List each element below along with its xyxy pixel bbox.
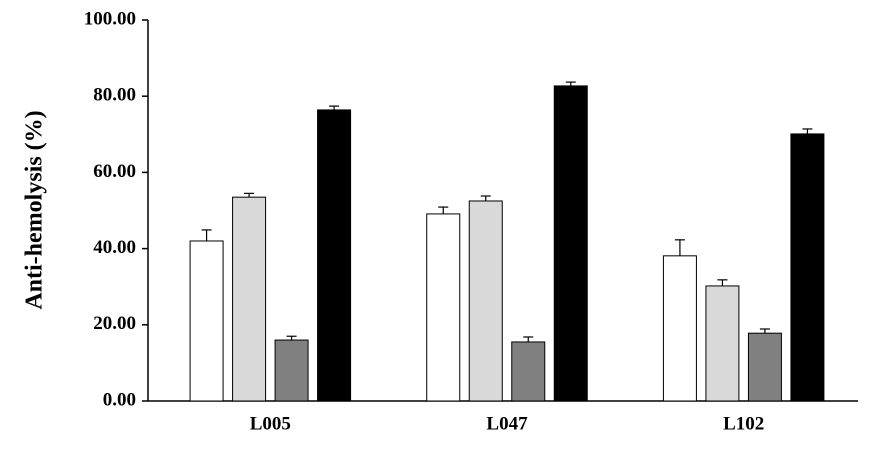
x-tick-label: L102 <box>723 413 764 434</box>
y-axis-label: Anti-hemolysis (%) <box>22 110 48 309</box>
y-tick-label: 60.00 <box>93 161 136 182</box>
bar <box>189 240 224 402</box>
x-tick-label: L047 <box>486 413 528 434</box>
bar <box>317 109 352 402</box>
x-tick-label: L005 <box>250 413 291 434</box>
bar <box>553 85 588 402</box>
y-tick-label: 20.00 <box>93 313 136 334</box>
y-tick-label: 80.00 <box>93 85 136 106</box>
bar <box>426 213 461 402</box>
y-tick-label: 0.00 <box>103 389 136 410</box>
bar <box>232 196 267 402</box>
bar <box>662 255 697 402</box>
bar <box>468 200 503 402</box>
bar <box>790 133 825 402</box>
bar <box>274 339 309 402</box>
y-tick-label: 40.00 <box>93 237 136 258</box>
y-tick-label: 100.00 <box>84 8 136 29</box>
bar <box>747 332 782 402</box>
bar <box>511 341 546 402</box>
bar <box>705 285 740 402</box>
